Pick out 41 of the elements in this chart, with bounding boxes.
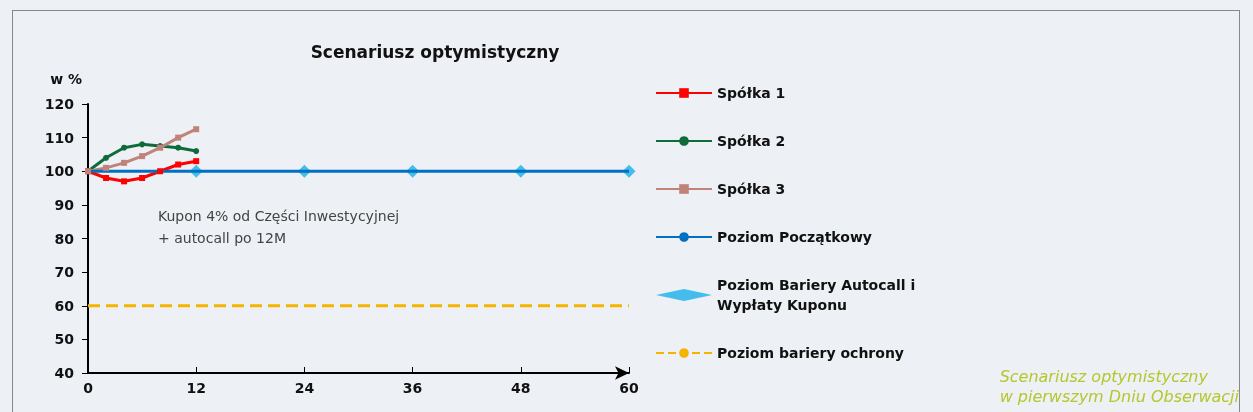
point: [175, 134, 182, 141]
x-tick-label: 36: [402, 380, 423, 396]
y-tick-label: 90: [54, 196, 75, 213]
y-tick-label: 60: [54, 297, 75, 314]
legend-label: Spółka 2: [717, 133, 786, 149]
point: [193, 126, 200, 133]
point: [157, 168, 164, 175]
y-tick-label: 120: [44, 96, 75, 112]
point: [103, 164, 110, 171]
y-tick-label: 40: [54, 365, 75, 381]
x-tick-label: 12: [186, 380, 206, 396]
legend-label: Spółka 1: [717, 85, 786, 101]
point: [121, 178, 128, 185]
point: [175, 144, 182, 151]
x-tick-label: 0: [83, 380, 94, 396]
legend-label: Poziom Bariery Autocall i Wypłaty Kuponu: [717, 277, 921, 313]
x-tick-label: 24: [294, 380, 315, 396]
legend-label: Poziom bariery ochrony: [717, 345, 904, 361]
x-tick-label: 48: [511, 380, 531, 396]
point: [121, 159, 128, 166]
y-tick-label: 80: [54, 230, 75, 247]
point: [103, 174, 110, 181]
y-axis-title: w %: [50, 71, 82, 87]
legend-label: Spółka 3: [717, 181, 786, 197]
point: [121, 144, 128, 151]
text: Scenariusz optymistyczny w pierwszym Dniu Obserwacji: [999, 366, 1240, 406]
point: [193, 148, 200, 155]
point: [139, 174, 146, 181]
y-tick-label: 110: [44, 129, 75, 146]
y-tick-label: 50: [54, 331, 75, 348]
legend-label: Poziom Początkowy: [717, 229, 872, 245]
y-tick-label: 100: [44, 163, 75, 180]
point: [139, 153, 146, 160]
y-tick-label: 70: [54, 264, 75, 281]
point: [103, 154, 110, 161]
chart-title: Scenariusz optymistyczny: [310, 41, 560, 62]
point: [175, 161, 182, 168]
point: [139, 141, 146, 148]
point: [193, 158, 200, 165]
annotation: Kupon 4% od Części Inwestycyjnej + autocall po 12M: [158, 208, 400, 246]
x-tick-label: 60: [619, 380, 639, 396]
